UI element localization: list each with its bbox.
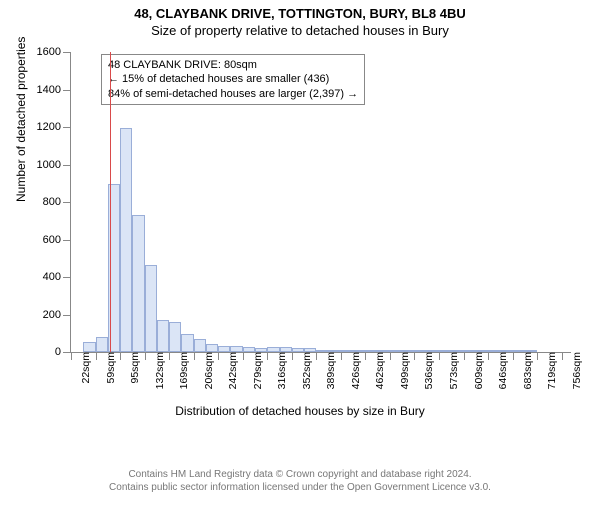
- plot-area: 48 CLAYBANK DRIVE: 80sqm ← 15% of detach…: [70, 52, 571, 353]
- y-tick-label: 1200: [37, 121, 71, 133]
- x-tick-label: 719sqm: [537, 352, 558, 389]
- chart-title-sub: Size of property relative to detached ho…: [0, 23, 600, 38]
- x-tick-label: 169sqm: [169, 352, 190, 389]
- x-tick-label: 59sqm: [96, 352, 117, 384]
- x-tick-label: 683sqm: [513, 352, 534, 389]
- reference-line: [110, 52, 111, 352]
- histogram-bar: [132, 215, 144, 352]
- y-tick-label: 400: [43, 271, 71, 283]
- histogram-bar: [194, 339, 206, 352]
- y-tick-label: 0: [55, 346, 71, 358]
- x-tick-label: 389sqm: [316, 352, 337, 389]
- x-tick-label: 132sqm: [145, 352, 166, 389]
- histogram-bar: [157, 320, 169, 352]
- y-axis-label: Number of detached properties: [14, 37, 28, 202]
- x-tick-label: 352sqm: [292, 352, 313, 389]
- y-tick-label: 1600: [37, 46, 71, 58]
- x-tick-label: 609sqm: [464, 352, 485, 389]
- x-tick-label: 499sqm: [390, 352, 411, 389]
- x-tick-label: 573sqm: [439, 352, 460, 389]
- x-tick-label: 22sqm: [71, 352, 92, 384]
- histogram-bar: [96, 337, 108, 352]
- y-tick-label: 1400: [37, 84, 71, 96]
- y-tick-label: 800: [43, 196, 71, 208]
- x-axis-label: Distribution of detached houses by size …: [10, 404, 590, 418]
- x-tick-label: 206sqm: [194, 352, 215, 389]
- x-tick-label: 426sqm: [341, 352, 362, 389]
- annotation-line3: 84% of semi-detached houses are larger (…: [108, 87, 358, 101]
- footer-line1: Contains HM Land Registry data © Crown c…: [0, 468, 600, 481]
- x-tick-label: 316sqm: [267, 352, 288, 389]
- histogram-bar: [181, 334, 193, 352]
- footer-attribution: Contains HM Land Registry data © Crown c…: [0, 468, 600, 494]
- x-tick-label: 646sqm: [488, 352, 509, 389]
- x-tick-label: 536sqm: [414, 352, 435, 389]
- annotation-box: 48 CLAYBANK DRIVE: 80sqm ← 15% of detach…: [101, 54, 365, 105]
- footer-line2: Contains public sector information licen…: [0, 481, 600, 494]
- annotation-line1: 48 CLAYBANK DRIVE: 80sqm: [108, 58, 358, 72]
- x-tick-label: 242sqm: [218, 352, 239, 389]
- histogram-bar: [169, 322, 181, 352]
- x-tick-label: 279sqm: [243, 352, 264, 389]
- y-tick-label: 600: [43, 234, 71, 246]
- y-tick-label: 1000: [37, 159, 71, 171]
- annotation-line2: ← 15% of detached houses are smaller (43…: [108, 72, 358, 86]
- x-tick-label: 462sqm: [365, 352, 386, 389]
- x-tick-label: 95sqm: [120, 352, 141, 384]
- chart-container: Number of detached properties 48 CLAYBAN…: [10, 42, 590, 422]
- x-tick-label: 756sqm: [562, 352, 583, 389]
- y-tick-label: 200: [43, 309, 71, 321]
- histogram-bar: [120, 128, 132, 352]
- histogram-bar: [145, 265, 157, 352]
- histogram-bar: [83, 342, 95, 352]
- histogram-bar: [206, 344, 218, 352]
- chart-title-main: 48, CLAYBANK DRIVE, TOTTINGTON, BURY, BL…: [0, 6, 600, 21]
